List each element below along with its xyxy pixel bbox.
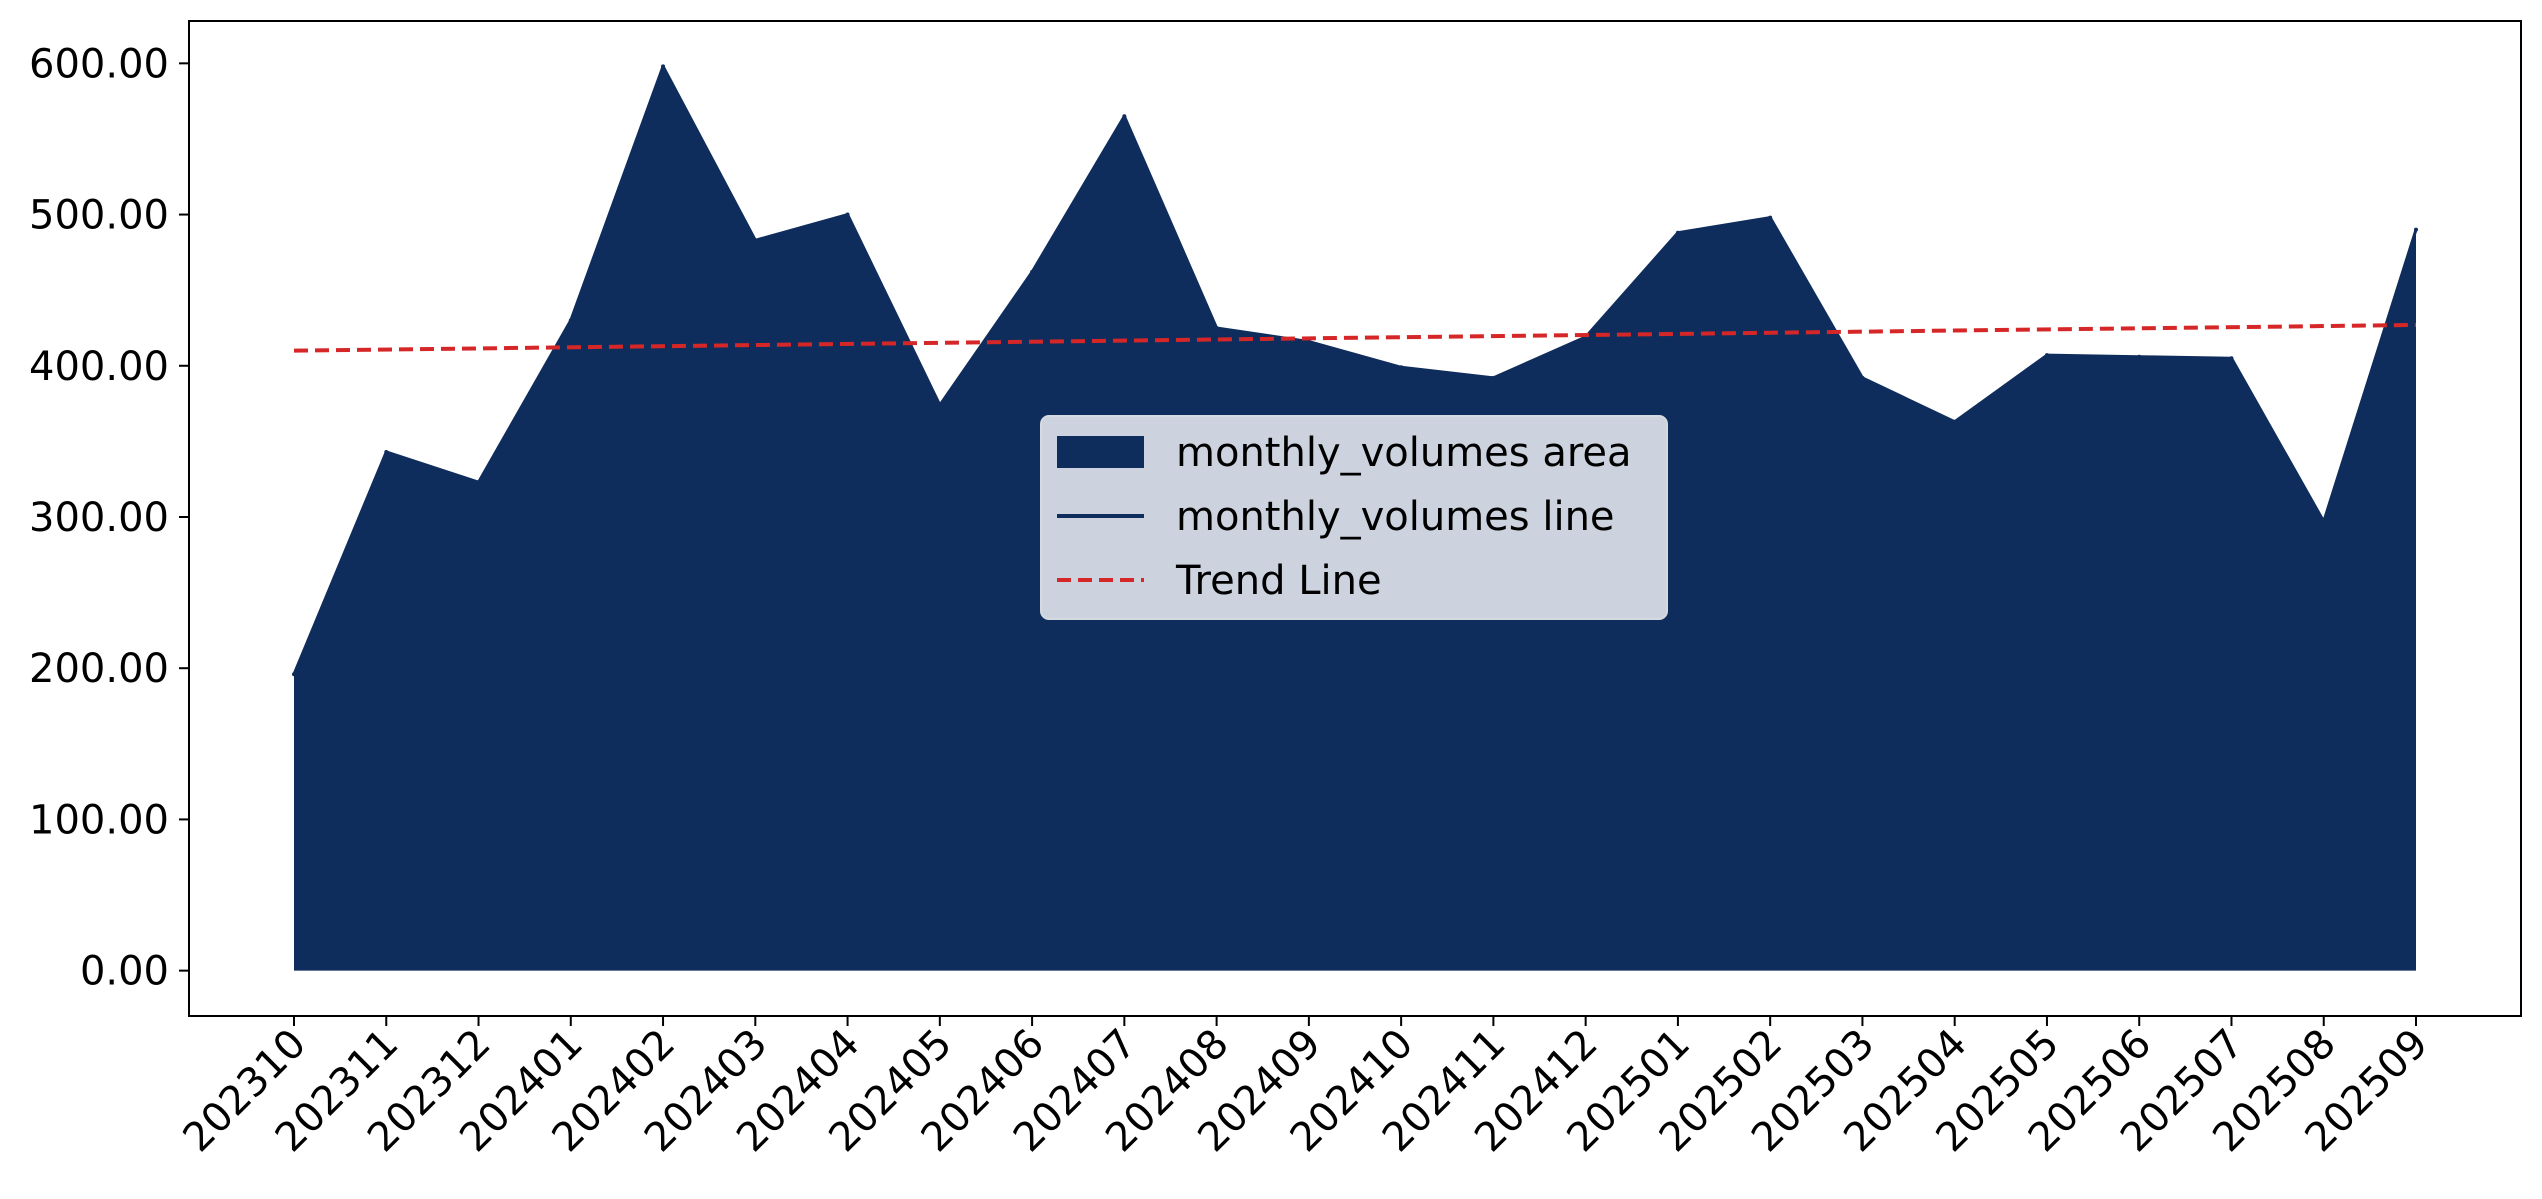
data-point-202404	[845, 212, 850, 217]
data-point-202312	[476, 480, 481, 485]
data-point-202405	[937, 403, 942, 408]
data-point-202410	[1399, 365, 1404, 370]
legend-label-area: monthly_volumes area	[1176, 430, 1632, 476]
data-point-202311	[384, 449, 389, 454]
data-point-202503	[1860, 375, 1865, 380]
y-tick-label: 400.00	[29, 344, 169, 390]
data-point-202509	[2414, 227, 2418, 232]
y-tick-label: 500.00	[29, 193, 169, 239]
data-point-202505	[2044, 353, 2049, 358]
legend-label-trend: Trend Line	[1175, 558, 1382, 604]
legend-swatch-area	[1057, 436, 1144, 468]
data-point-202504	[1952, 419, 1957, 424]
y-tick-label: 100.00	[29, 797, 169, 843]
data-point-202508	[2321, 519, 2326, 524]
data-point-202406	[1030, 270, 1035, 275]
data-point-202409	[1306, 339, 1311, 344]
y-tick-label: 0.00	[80, 949, 169, 995]
trend-line	[293, 322, 2417, 353]
data-point-202402	[661, 64, 666, 69]
plot-frame	[188, 20, 2522, 1017]
data-point-202506	[2137, 354, 2142, 359]
legend-box	[1040, 415, 1668, 620]
data-point-202411	[1491, 375, 1496, 380]
legend: monthly_volumes area monthly_volumes line…	[1040, 415, 1668, 620]
y-tick-label: 300.00	[29, 495, 169, 541]
data-point-202502	[1768, 215, 1773, 220]
data-point-202310	[292, 672, 296, 677]
data-point-202407	[1122, 114, 1127, 119]
data-point-202408	[1214, 325, 1219, 330]
legend-label-line: monthly_volumes line	[1176, 494, 1615, 540]
data-point-202501	[1675, 230, 1680, 235]
data-point-202507	[2229, 356, 2234, 361]
y-tick-label: 200.00	[29, 646, 169, 692]
y-tick-label: 600.00	[29, 41, 169, 87]
line-monthly-volumes	[292, 64, 2418, 675]
data-point-202401	[568, 318, 573, 323]
data-point-202403	[753, 238, 758, 243]
